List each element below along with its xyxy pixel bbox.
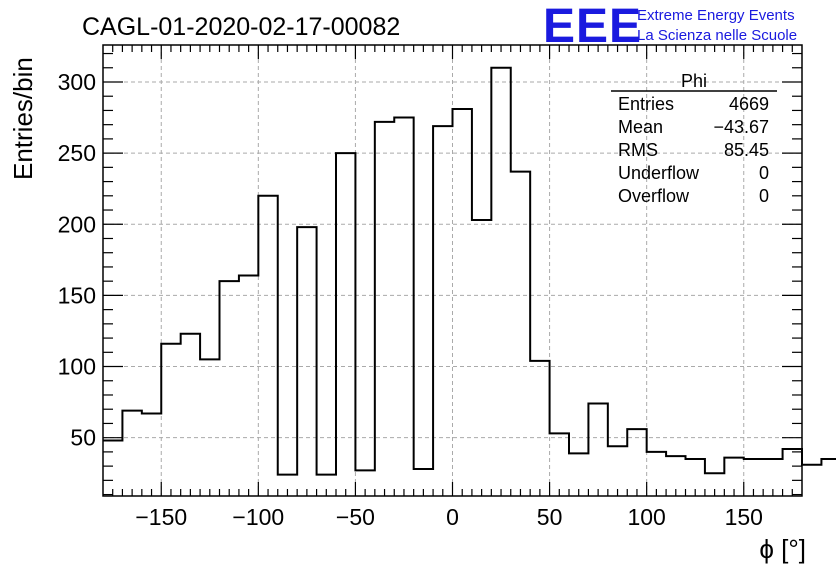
y-tick-label: 150 (58, 282, 96, 308)
y-tick-label: 300 (58, 69, 96, 95)
stats-label: Overflow (618, 186, 690, 206)
stats-value: −43.67 (713, 117, 769, 137)
x-tick-label: −100 (232, 504, 284, 530)
y-axis-label: Entries/bin (8, 57, 38, 180)
stats-label: Mean (618, 117, 663, 137)
histogram-bin (472, 220, 491, 496)
ticks-layer (103, 45, 802, 496)
histogram-bin (511, 172, 530, 496)
histogram-bin (220, 281, 239, 496)
histogram-bin (181, 334, 200, 496)
histogram-bin (394, 118, 413, 496)
histogram-bin (103, 441, 122, 496)
x-tick-label: 100 (627, 504, 665, 530)
histogram-bin (608, 446, 627, 496)
eee-subtitle-1: Extreme Energy Events (637, 7, 795, 24)
histogram-bin (433, 126, 452, 496)
stats-value: 4669 (729, 94, 769, 114)
histogram-bin (530, 361, 549, 496)
stats-box-title: Phi (681, 71, 707, 91)
histogram-bin (258, 196, 277, 496)
histogram-bin (200, 359, 219, 496)
histogram-layer (103, 66, 836, 496)
y-tick-label: 50 (70, 425, 96, 451)
x-tick-label: −50 (336, 504, 375, 530)
stats-value: 0 (759, 163, 769, 183)
stats-label: RMS (618, 140, 658, 160)
y-tick-label: 200 (58, 211, 96, 237)
stats-label: Underflow (618, 163, 700, 183)
histogram-bin (821, 459, 836, 496)
stats-rows: Entries 4669 Mean −43.67 RMS 85.45 Underflow 0 O… (618, 94, 769, 206)
y-tick-label: 250 (58, 140, 96, 166)
x-tick-label: 50 (537, 504, 563, 530)
histogram-bin (375, 122, 394, 496)
x-tick-label: 0 (446, 504, 459, 530)
histogram-bin (491, 68, 510, 496)
histogram-bin (122, 411, 141, 496)
histogram-bin (336, 153, 355, 496)
histogram-bin (453, 109, 472, 496)
histogram-bin (297, 227, 316, 496)
stats-value: 85.45 (724, 140, 769, 160)
histogram-bin (783, 449, 802, 496)
stats-box: Phi Entries 4669 Mean −43.67 RMS 85.45 Underfl… (611, 71, 777, 206)
histogram-bin (161, 344, 180, 496)
y-tick-label: 100 (58, 354, 96, 380)
chart-title: CAGL-01-2020-02-17-00082 (82, 13, 400, 41)
eee-logo: EEE (543, 0, 642, 53)
x-tick-label: 150 (725, 504, 763, 530)
histogram-bin (627, 429, 646, 496)
histogram-bin (142, 413, 161, 496)
histogram-step-line (103, 66, 836, 476)
histogram-bin (588, 404, 607, 496)
x-tick-label: −150 (135, 504, 187, 530)
histogram-bin (550, 433, 569, 496)
histogram-bin (239, 275, 258, 496)
tick-labels-layer: −150 −100 −50 0 50 100 150 50 100 150 200 250 300 (58, 69, 763, 530)
x-axis-label: ϕ [°] (759, 534, 806, 564)
stats-label: Entries (618, 94, 674, 114)
stats-value: 0 (759, 186, 769, 206)
histogram-bin (802, 465, 821, 496)
eee-subtitle-2: La Scienza nelle Scuole (637, 27, 797, 44)
